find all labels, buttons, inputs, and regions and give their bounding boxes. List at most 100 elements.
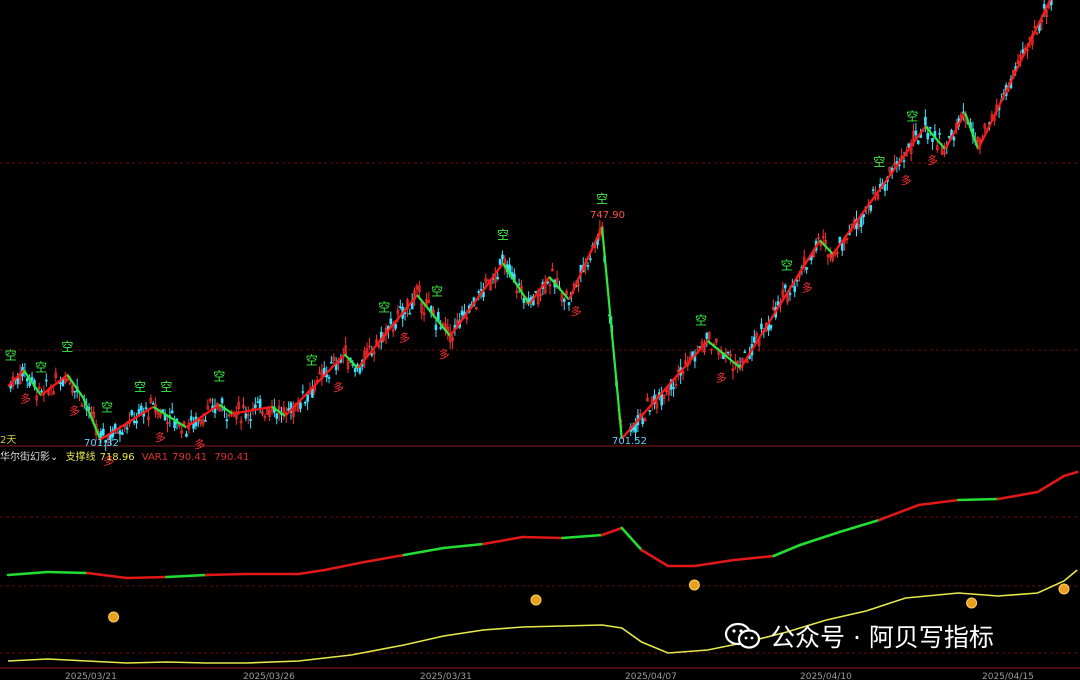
candle-body bbox=[893, 162, 896, 166]
candle-body bbox=[715, 338, 718, 343]
gold-pot-icon bbox=[530, 594, 542, 606]
candle-body bbox=[788, 292, 792, 295]
candle-body bbox=[144, 407, 148, 409]
candle-body bbox=[560, 292, 564, 302]
buy-signal-label: 多 bbox=[333, 380, 344, 394]
candle-body bbox=[931, 138, 934, 142]
legend-var1-label: VAR1 bbox=[141, 452, 169, 463]
candle-body bbox=[638, 413, 642, 416]
candle-body bbox=[118, 430, 122, 435]
candle-body bbox=[769, 324, 773, 329]
candle-body bbox=[140, 405, 143, 411]
candle-body bbox=[408, 312, 412, 315]
legend-support-label: 支撑线 bbox=[65, 452, 96, 463]
candle-body bbox=[80, 404, 84, 407]
candle-body bbox=[242, 404, 245, 408]
candle-body bbox=[805, 267, 808, 270]
candle-body bbox=[793, 286, 797, 292]
buy-signal-label: 多 bbox=[194, 437, 205, 451]
price-label-low-left: 701.32 bbox=[84, 438, 119, 449]
candle-body bbox=[567, 302, 571, 306]
candle-body bbox=[54, 372, 58, 379]
zigzag-up-segment bbox=[944, 112, 966, 150]
candle-body bbox=[104, 439, 107, 443]
sell-signal-label: 空 bbox=[134, 380, 146, 394]
indicator-legend: 华尔街幻影⌄ 支撑线 718.96 VAR1 790.41 790.41 bbox=[0, 448, 253, 463]
candle-body bbox=[517, 283, 521, 286]
x-axis-tick-label: 2025/04/10 bbox=[800, 672, 852, 680]
period-label: 2天 bbox=[0, 435, 16, 446]
var1-line-segment bbox=[481, 535, 525, 546]
candle-body bbox=[840, 242, 844, 251]
candle-body bbox=[130, 410, 134, 416]
candle-body bbox=[303, 401, 307, 404]
indicator-name[interactable]: 华尔街幻影 bbox=[0, 452, 50, 463]
candle-body bbox=[239, 420, 243, 424]
zigzag-up-segment bbox=[99, 405, 154, 441]
candle-body bbox=[332, 357, 336, 361]
zigzag-up-segment bbox=[40, 374, 69, 397]
candle-body bbox=[836, 252, 839, 254]
candle-body bbox=[246, 414, 250, 416]
candle-body bbox=[710, 348, 713, 351]
candle-body bbox=[947, 135, 951, 138]
var1-line-segment bbox=[442, 542, 485, 550]
zigzag-down-segment bbox=[66, 374, 85, 399]
candle-body bbox=[551, 268, 554, 272]
candle-body bbox=[218, 406, 222, 412]
var1-line-segment bbox=[125, 575, 168, 580]
candle-body bbox=[415, 285, 419, 290]
candle-body bbox=[1050, 0, 1053, 6]
candle-body bbox=[460, 310, 464, 316]
price-label-low-mid: 701.52 bbox=[612, 436, 647, 447]
grid-lines bbox=[0, 162, 1080, 669]
sell-signal-label: 空 bbox=[431, 285, 443, 299]
candle-body bbox=[871, 189, 875, 191]
zigzag-up-segment bbox=[356, 294, 419, 369]
candle-body bbox=[63, 379, 67, 383]
zigzag-down-segment bbox=[502, 262, 531, 305]
candle-body bbox=[760, 323, 763, 330]
zigzag-up-segment bbox=[7, 369, 25, 388]
chevron-down-icon[interactable]: ⌄ bbox=[50, 452, 59, 463]
candle-body bbox=[102, 428, 105, 436]
candle-body bbox=[28, 382, 31, 386]
gold-pot-icon bbox=[688, 579, 700, 591]
candle-body bbox=[189, 416, 193, 421]
x-axis-tick-label: 2025/04/15 bbox=[982, 672, 1034, 680]
sell-signal-label: 空 bbox=[306, 354, 318, 368]
var1-line-segment bbox=[877, 503, 921, 522]
candle-body bbox=[876, 193, 880, 200]
candle-body bbox=[448, 332, 452, 343]
candle-body bbox=[824, 240, 827, 246]
sell-signal-label: 空 bbox=[378, 301, 390, 315]
zigzag-up-segment bbox=[977, 0, 1052, 150]
candle-body bbox=[914, 130, 918, 136]
candle-body bbox=[1045, 9, 1048, 17]
candle-body bbox=[883, 183, 887, 191]
candle-body bbox=[1019, 54, 1022, 59]
candle-body bbox=[327, 377, 331, 379]
candle-body bbox=[562, 298, 566, 302]
gold-pot-icon bbox=[108, 611, 120, 623]
candle-body bbox=[227, 414, 231, 417]
var1-line-segment bbox=[402, 546, 445, 557]
var1-line-segment bbox=[838, 518, 881, 534]
candle-body bbox=[857, 224, 861, 228]
candle-body bbox=[522, 297, 526, 303]
zigzag-down-segment bbox=[82, 397, 102, 440]
candle-body bbox=[741, 358, 744, 363]
sell-signal-label: 空 bbox=[61, 340, 73, 354]
candle-body bbox=[681, 370, 685, 374]
zigzag-down-segment bbox=[218, 403, 234, 415]
candle-body bbox=[674, 383, 678, 386]
candle-body bbox=[589, 258, 592, 260]
candle-body bbox=[829, 253, 832, 258]
var1-line-segment bbox=[85, 571, 129, 580]
candle-body bbox=[377, 344, 381, 348]
zigzag-down-segment bbox=[22, 369, 42, 397]
candle-body bbox=[1042, 4, 1046, 9]
candle-body bbox=[254, 404, 257, 409]
candle-body bbox=[301, 391, 305, 393]
